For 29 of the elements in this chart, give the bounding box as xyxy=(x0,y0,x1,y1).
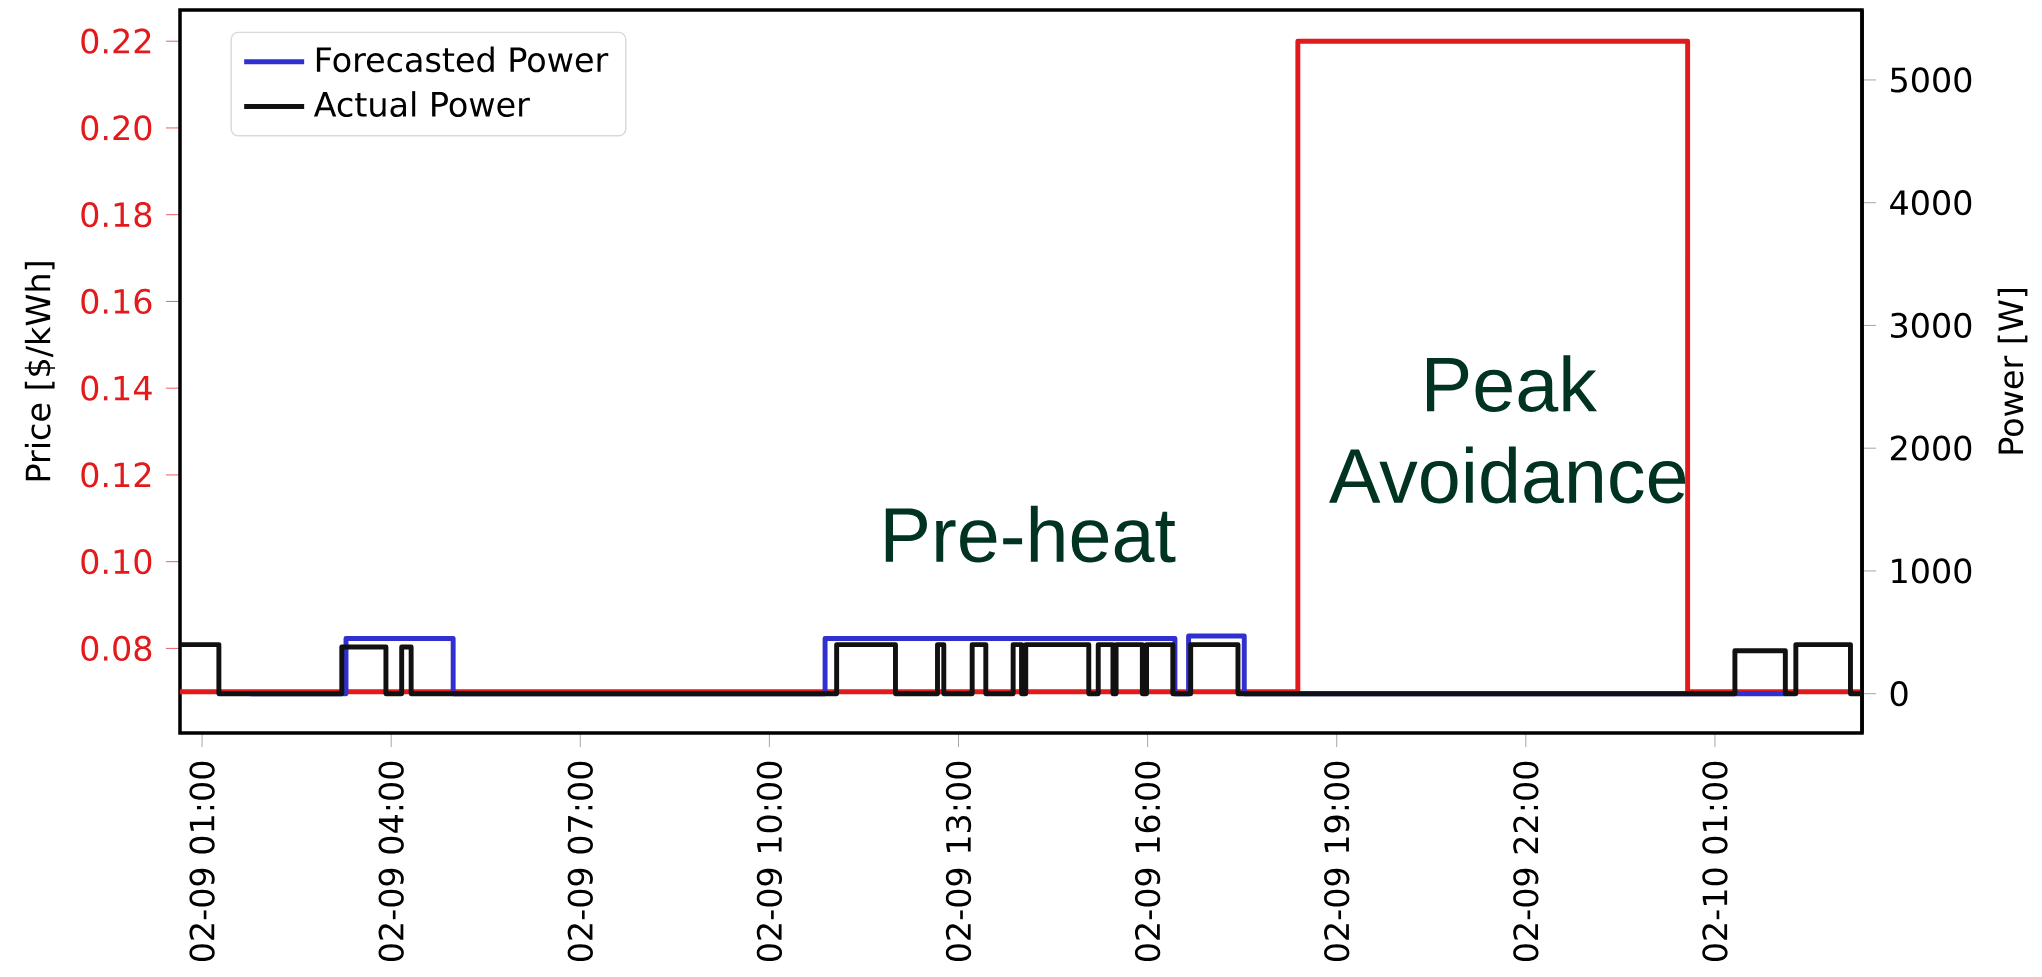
y2-tick-label: 2000 xyxy=(1890,435,1972,461)
y2-tick-label: 0 xyxy=(1890,681,1908,707)
y-tick-label: 0.10 xyxy=(81,549,152,575)
x-tick-label: 02-09 22:00 xyxy=(1513,761,1539,962)
y-tick-label: 0.22 xyxy=(81,28,151,54)
legend-label: Forecasted Power xyxy=(316,46,609,73)
y-tick-label: 0.12 xyxy=(81,462,151,488)
x-tick-label: 02-10 01:00 xyxy=(1702,761,1728,962)
x-tick-label: 02-09 04:00 xyxy=(378,761,404,962)
y-tick-label: 0.16 xyxy=(81,288,152,315)
x-tick-label: 02-09 16:00 xyxy=(1134,761,1161,962)
y2-tick-label: 4000 xyxy=(1890,190,1972,216)
x-tick-label: 02-09 19:00 xyxy=(1324,761,1350,962)
y-tick-label: 0.08 xyxy=(81,635,152,662)
x-tick-label: 02-09 13:00 xyxy=(945,761,972,962)
y-tick-label: 0.18 xyxy=(81,202,152,228)
legend-label: Actual Power xyxy=(313,91,530,117)
x-tick-label: 02-09 07:00 xyxy=(567,761,593,962)
y-axis-title: Price [$/kWh] xyxy=(24,262,56,481)
annotation: Peak Avoidance xyxy=(1329,355,1686,504)
y-tick-label: 0.20 xyxy=(81,115,152,141)
x-tick-label: 02-09 10:00 xyxy=(756,761,783,962)
y-tick-label: 0.14 xyxy=(81,375,152,401)
y2-tick-label: 3000 xyxy=(1891,312,1972,339)
x-tick-label: 02-09 01:00 xyxy=(189,761,215,962)
annotation: Pre-heat xyxy=(885,505,1176,563)
y2-tick-label: 1000 xyxy=(1892,558,1972,584)
y2-axis-title: Power [W] xyxy=(1997,289,2028,454)
y2-tick-label: 5000 xyxy=(1891,67,1972,93)
